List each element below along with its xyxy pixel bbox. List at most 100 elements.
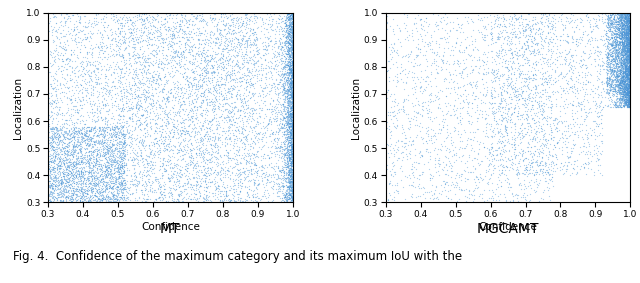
Point [547, 175, 557, 180]
Point [95, 171, 106, 176]
Point [617, 64, 627, 69]
Point [237, 72, 248, 76]
Point [79, 182, 90, 186]
Point [166, 160, 177, 165]
Point [116, 134, 126, 138]
Point [90, 179, 100, 184]
Point [161, 168, 171, 172]
Point [67, 122, 77, 126]
Point [189, 105, 199, 110]
Point [280, 153, 290, 157]
Point [189, 59, 200, 64]
Point [625, 83, 635, 88]
Point [108, 148, 118, 153]
Point [497, 59, 507, 64]
Point [171, 24, 181, 29]
Point [527, 170, 537, 175]
Point [76, 168, 86, 173]
Point [59, 134, 69, 139]
Point [284, 149, 294, 154]
Point [100, 188, 110, 192]
Point [278, 64, 289, 69]
Point [615, 23, 625, 27]
Point [132, 124, 143, 129]
Point [617, 27, 627, 31]
Point [89, 125, 99, 130]
Point [528, 73, 538, 78]
Point [239, 97, 249, 102]
Point [286, 59, 296, 63]
Point [178, 200, 188, 204]
Point [544, 171, 554, 176]
Point [285, 129, 295, 133]
Point [483, 200, 493, 204]
Point [86, 151, 97, 156]
Point [119, 197, 129, 201]
Point [264, 82, 275, 86]
Point [284, 200, 294, 205]
Point [76, 82, 86, 86]
Point [175, 13, 186, 18]
Point [69, 149, 79, 154]
Point [228, 111, 239, 116]
Point [97, 166, 107, 170]
Point [536, 149, 547, 154]
Point [623, 39, 633, 44]
Point [457, 171, 467, 176]
Point [252, 16, 262, 20]
Point [170, 70, 180, 75]
Point [278, 33, 289, 38]
Point [191, 33, 202, 38]
Point [620, 29, 630, 34]
Point [470, 94, 480, 98]
Point [87, 183, 97, 188]
Point [97, 173, 107, 178]
Point [586, 133, 596, 138]
Point [79, 122, 90, 127]
Point [619, 39, 629, 44]
Point [286, 93, 296, 97]
Point [47, 166, 58, 170]
Point [623, 25, 634, 30]
Point [595, 69, 605, 74]
Point [266, 114, 276, 119]
Point [248, 125, 258, 129]
Point [45, 140, 55, 145]
Point [287, 80, 298, 84]
Point [621, 40, 631, 45]
Point [174, 185, 184, 189]
Point [604, 42, 614, 46]
Point [385, 117, 396, 121]
Point [159, 82, 170, 87]
Point [287, 149, 297, 153]
Point [84, 83, 95, 88]
Point [72, 158, 82, 163]
Point [116, 155, 127, 159]
Point [116, 188, 126, 193]
Point [61, 193, 72, 198]
Point [143, 76, 154, 80]
Point [285, 69, 296, 74]
Point [622, 58, 632, 63]
Point [623, 66, 633, 70]
Point [622, 66, 632, 71]
Point [248, 177, 259, 182]
Point [494, 76, 504, 80]
Point [153, 94, 163, 98]
Point [243, 26, 253, 31]
Point [499, 143, 509, 148]
Point [204, 97, 214, 101]
Point [111, 143, 122, 147]
Point [486, 25, 497, 30]
Point [619, 103, 629, 107]
Point [287, 88, 298, 93]
Point [157, 123, 168, 127]
Point [207, 55, 217, 60]
Point [56, 175, 67, 179]
Point [610, 13, 620, 18]
Point [485, 161, 495, 165]
Point [191, 182, 201, 187]
Point [438, 53, 448, 58]
Point [614, 47, 624, 52]
Point [621, 79, 632, 84]
